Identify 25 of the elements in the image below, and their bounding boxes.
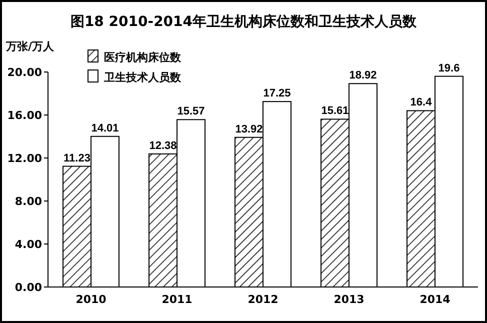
x-tick-label: 2013 (334, 293, 364, 306)
legend-label: 医疗机构床位数 (104, 51, 182, 64)
y-tick-label: 16.00 (7, 109, 42, 122)
x-tick-label: 2010 (76, 293, 107, 306)
y-axis-title: 万张/万人 (5, 40, 56, 53)
legend-label: 卫生技术人员数 (103, 71, 182, 84)
x-tick-label: 2011 (162, 293, 192, 306)
data-label: 14.01 (91, 122, 119, 134)
data-label: 13.92 (235, 123, 263, 136)
chart-title: 图18 2010-2014年卫生机构床位数和卫生技术人员数 (70, 13, 418, 30)
data-label: 12.38 (149, 140, 177, 152)
y-tick-label: 12.00 (7, 152, 42, 165)
data-label: 17.25 (263, 88, 291, 100)
data-label: 18.92 (349, 70, 377, 82)
data-label: 16.4 (410, 96, 433, 109)
y-tick-label: 0.00 (14, 281, 42, 294)
y-tick-label: 8.00 (14, 195, 42, 208)
data-label: 15.61 (321, 105, 349, 118)
x-tick-label: 2014 (420, 293, 451, 306)
data-label: 19.6 (438, 62, 460, 74)
y-tick-label: 20.00 (7, 66, 42, 79)
data-label: 11.23 (64, 152, 90, 164)
data-label: 15.57 (177, 106, 205, 118)
x-tick-label: 2012 (248, 293, 278, 306)
y-tick-label: 4.00 (14, 238, 42, 251)
